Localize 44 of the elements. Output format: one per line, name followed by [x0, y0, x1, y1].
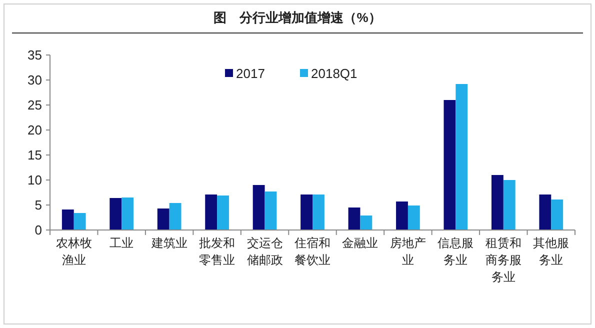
legend-label: 2017 — [236, 66, 265, 81]
bar — [551, 200, 564, 230]
y-tick-label: 25 — [28, 98, 42, 112]
x-tick-label: 交运仓储邮政 — [246, 236, 283, 267]
y-tick-label: 30 — [28, 72, 42, 88]
bar — [348, 208, 360, 230]
x-tick-label: 建筑业 — [150, 236, 188, 250]
bar — [300, 194, 312, 230]
bar — [456, 84, 468, 230]
bar — [312, 194, 324, 230]
x-tick-label: 信息服务业 — [438, 236, 474, 267]
bar — [264, 192, 277, 230]
x-tick-label: 其他服务业 — [533, 236, 570, 267]
x-tick-label: 农林牧渔业 — [56, 236, 92, 267]
title: 图 分行业增加值增速（%） — [214, 10, 382, 25]
bar — [444, 100, 456, 230]
x-tick-label: 工业 — [110, 236, 134, 250]
bar — [396, 202, 408, 230]
bar — [539, 194, 552, 230]
bar — [169, 203, 182, 230]
y-tick-label: 20 — [28, 122, 42, 138]
bar — [217, 196, 229, 230]
x-tick-label: 房地产业 — [390, 236, 426, 267]
bar — [122, 198, 134, 230]
y-tick-label: 35 — [28, 48, 42, 62]
x-tick-label: 批发和零售业 — [199, 236, 236, 267]
bar — [491, 175, 504, 230]
x-tick-label: 金融业 — [342, 236, 378, 250]
bar — [252, 185, 265, 230]
bar — [62, 210, 74, 230]
y-tick-label: 15 — [28, 148, 42, 162]
bar — [157, 208, 170, 230]
y-tick-label: 5 — [34, 198, 42, 212]
bar — [360, 216, 372, 230]
bar — [408, 206, 420, 230]
x-tick-label: 住宿和餐饮业 — [294, 236, 330, 267]
bar — [110, 198, 122, 230]
y-tick-label: 0 — [34, 222, 42, 238]
y-tick-label: 10 — [28, 172, 42, 188]
legend-label: 2018Q1 — [311, 66, 358, 81]
bar — [74, 213, 86, 230]
bar — [205, 194, 218, 230]
bar — [503, 180, 516, 230]
x-tick-label: 租赁和商务服务业 — [485, 236, 522, 284]
